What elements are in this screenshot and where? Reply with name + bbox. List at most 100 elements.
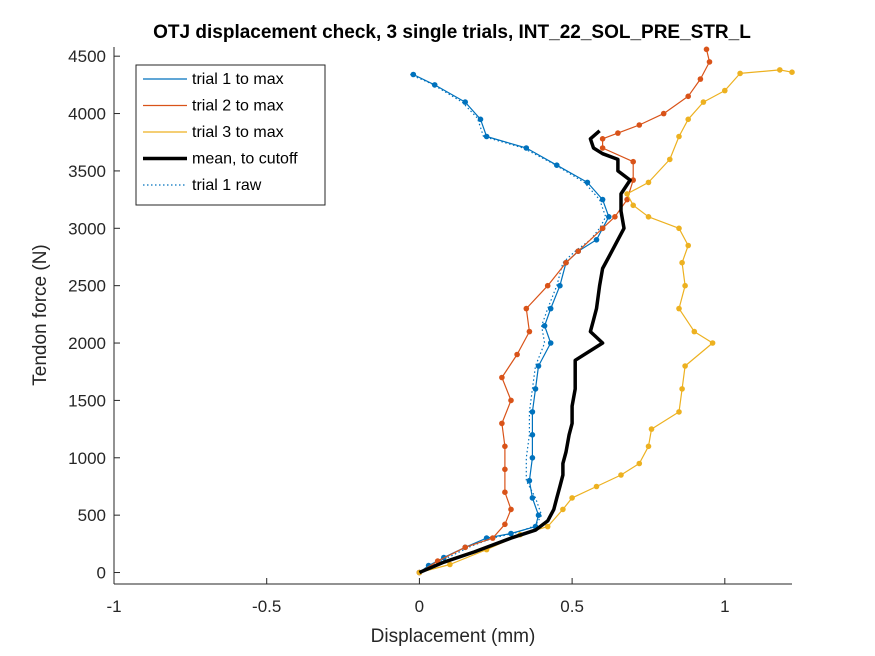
legend-label: mean, to cutoff (192, 151, 298, 168)
data-point (523, 145, 530, 151)
data-point (676, 409, 682, 415)
data-point (584, 179, 591, 186)
x-axis-label: Displacement (mm) (371, 626, 536, 647)
data-point (544, 523, 551, 530)
data-point (575, 248, 581, 254)
data-point (645, 443, 652, 450)
data-point (529, 455, 536, 461)
data-point (532, 386, 539, 392)
data-point (541, 323, 548, 329)
series-line (419, 69, 793, 574)
series-line (418, 129, 632, 575)
data-point (593, 237, 600, 243)
data-point (569, 495, 575, 501)
data-point (606, 214, 612, 220)
data-point (667, 156, 673, 163)
data-point (630, 158, 636, 165)
data-point (660, 110, 667, 117)
data-point (682, 282, 688, 289)
data-point (499, 420, 505, 427)
legend-entry: trial 2 to max (143, 98, 284, 115)
data-point (624, 191, 630, 197)
legend-entries: trial 1 to max trial 2 to max trial 3 to m… (143, 71, 298, 194)
data-point (560, 506, 566, 513)
y-tick-label: 0 (97, 564, 106, 583)
data-point (502, 489, 508, 496)
data-point (624, 196, 630, 203)
data-point (777, 67, 783, 73)
data-point (526, 477, 533, 484)
data-point (612, 214, 618, 220)
data-point (599, 225, 606, 232)
data-point (685, 116, 691, 123)
legend-label: trial 1 to max (192, 71, 284, 88)
data-point (645, 179, 652, 186)
data-point (557, 282, 563, 289)
data-point (410, 71, 417, 78)
y-tick-label: 1500 (68, 391, 106, 410)
data-point (529, 495, 536, 501)
series-line (419, 49, 711, 574)
data-point (462, 544, 469, 551)
series-2 (416, 46, 713, 576)
data-point (599, 145, 606, 151)
data-point (700, 99, 707, 105)
data-point (499, 374, 505, 381)
y-tick-label: 4000 (68, 105, 106, 124)
y-axis-label: Tendon force (N) (30, 244, 51, 386)
data-point (508, 530, 514, 537)
data-point (676, 133, 682, 140)
data-point (636, 460, 643, 467)
x-tick-label: 0 (415, 597, 424, 616)
data-point (703, 46, 710, 53)
data-point (502, 443, 508, 450)
legend-box (135, 64, 326, 206)
legend-entry: trial 3 to max (143, 124, 284, 141)
y-tick-label: 3000 (68, 219, 106, 238)
x-tick-label: 1 (720, 597, 729, 616)
data-point (676, 225, 682, 232)
legend-label: trial 2 to max (192, 98, 284, 115)
series-layer (409, 46, 795, 576)
ticks-layer: -1 -0.5 0 0.5 1 0 500 1000 1500 2000 2500 3000 3500 4… (68, 47, 729, 616)
data-point (483, 133, 490, 140)
data-point (477, 116, 484, 123)
legend: trial 1 to max trial 2 to max trial 3 to m… (135, 64, 326, 206)
data-point (697, 76, 704, 82)
data-point (529, 409, 536, 415)
data-point (706, 59, 713, 65)
data-point (645, 214, 652, 220)
data-point (535, 363, 542, 369)
data-point (630, 177, 636, 183)
legend-entry: trial 1 raw (143, 177, 262, 194)
data-point (508, 506, 514, 513)
data-point (462, 99, 469, 105)
data-point (489, 535, 496, 541)
axes-layer (113, 47, 792, 585)
data-point (722, 87, 728, 94)
data-point (789, 69, 795, 75)
data-point (502, 521, 508, 528)
legend-label: trial 3 to max (192, 124, 284, 141)
data-point (508, 397, 514, 404)
data-point (685, 242, 691, 249)
data-point (676, 305, 682, 312)
data-point (709, 340, 716, 346)
data-point (691, 328, 698, 335)
data-point (630, 202, 636, 209)
x-tick-label: -0.5 (252, 597, 281, 616)
data-point (547, 340, 554, 346)
data-point (682, 363, 688, 369)
data-point (526, 328, 533, 335)
data-point (679, 386, 685, 392)
data-point (648, 426, 655, 432)
y-tick-label: 500 (78, 506, 106, 525)
data-point (615, 130, 621, 136)
data-point (447, 561, 453, 568)
data-point (554, 162, 560, 168)
data-point (544, 282, 551, 289)
data-point (563, 259, 569, 266)
data-point (535, 512, 542, 518)
